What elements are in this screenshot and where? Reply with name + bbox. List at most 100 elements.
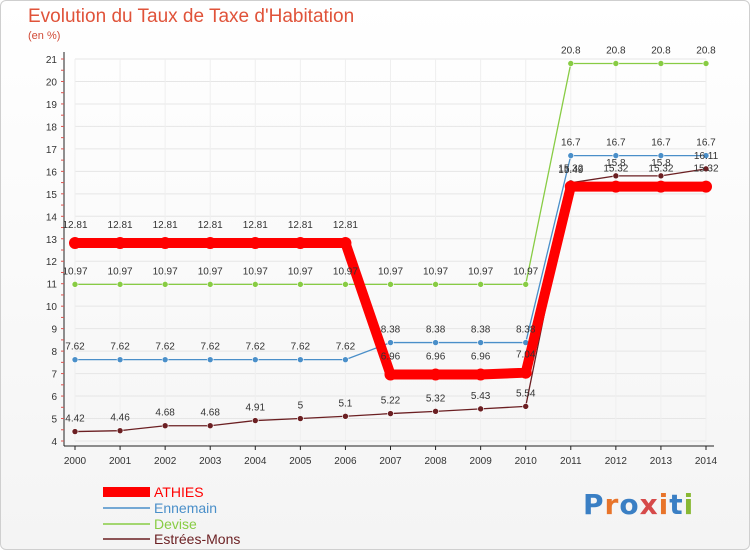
data-point (339, 237, 352, 250)
y-tick-label: 11 (47, 280, 58, 291)
x-tick-label: 2008 (424, 456, 447, 467)
data-label: 15.32 (603, 164, 628, 175)
data-point (522, 403, 530, 410)
x-tick-label: 2012 (605, 456, 628, 467)
data-point (114, 237, 127, 250)
data-label: 7.62 (246, 342, 266, 353)
data-label: 7.62 (200, 342, 220, 353)
data-label: 20.8 (651, 45, 671, 56)
data-point (612, 152, 620, 159)
data-label: 5.43 (471, 391, 491, 402)
y-tick-label: 16 (46, 167, 58, 178)
data-point (116, 281, 124, 288)
data-point (161, 422, 169, 430)
data-point (297, 281, 304, 288)
data-label: 5 (298, 401, 304, 412)
data-point (609, 180, 622, 193)
data-label: 12.81 (198, 220, 223, 231)
data-label: 10.97 (243, 266, 268, 277)
data-point (567, 60, 575, 67)
data-label: 16.11 (694, 151, 719, 162)
y-tick-label: 6 (51, 392, 57, 403)
data-point (702, 60, 710, 67)
y-tick-label: 10 (46, 302, 58, 313)
data-point (161, 356, 169, 363)
data-label: 10.97 (513, 266, 538, 277)
data-label: 15.8 (606, 158, 626, 169)
data-point (564, 180, 577, 193)
data-label: 6.96 (471, 351, 491, 362)
data-label: 12.81 (333, 220, 358, 231)
data-label: 10.97 (198, 266, 223, 277)
data-label: 5.54 (516, 388, 536, 399)
y-tick-label: 14 (46, 212, 58, 223)
data-point (69, 237, 81, 250)
data-point (71, 281, 79, 288)
data-label: 4.42 (65, 414, 85, 425)
data-point (702, 152, 710, 159)
data-label: 6.96 (381, 351, 401, 362)
data-label: 4.46 (110, 413, 130, 424)
data-point (294, 237, 307, 250)
data-point (342, 412, 349, 420)
data-point (342, 356, 349, 363)
data-label: 6.96 (426, 351, 446, 362)
data-point (249, 237, 262, 250)
y-tick-label: 12 (46, 257, 58, 268)
x-tick-label: 2006 (334, 456, 357, 467)
x-tick-label: 2005 (289, 456, 312, 467)
data-point (251, 417, 259, 424)
data-point (654, 180, 667, 193)
x-tick-label: 2001 (109, 456, 132, 467)
data-label: 7.62 (336, 342, 356, 353)
data-point (612, 172, 620, 180)
x-tick-label: 2009 (470, 456, 493, 467)
data-label: 4.68 (200, 408, 220, 419)
data-label: 8.38 (516, 325, 536, 336)
data-point (432, 339, 439, 346)
data-label: 7.62 (155, 342, 175, 353)
data-point (71, 356, 79, 363)
data-label: 15.32 (558, 164, 583, 175)
data-label: 4.91 (246, 403, 266, 414)
data-point (206, 356, 214, 363)
legend-label: Estrées-Mons (154, 531, 240, 547)
data-label: 10.97 (468, 266, 493, 277)
data-point (161, 281, 169, 288)
data-label: 8.38 (471, 325, 491, 336)
data-point (159, 237, 172, 250)
legend-label: ATHIES (154, 484, 204, 500)
y-tick-label: 7 (51, 370, 57, 381)
y-tick-label: 19 (46, 100, 58, 111)
data-label: 12.81 (108, 220, 133, 231)
proxiti-logo: Proxiti (583, 488, 695, 521)
data-point (387, 281, 394, 288)
data-point (297, 356, 304, 363)
data-label: 20.8 (696, 45, 716, 56)
chart-subtitle: (en %) (28, 30, 61, 42)
y-tick-label: 5 (51, 415, 57, 426)
data-label: 15.49 (558, 165, 583, 176)
data-label: 7.62 (110, 342, 130, 353)
chart-title: Evolution du Taux de Taxe d'Habitation (28, 6, 355, 27)
y-tick-label: 20 (46, 77, 58, 88)
data-point (384, 368, 397, 381)
data-label: 10.97 (108, 266, 133, 277)
x-tick-label: 2003 (199, 456, 222, 467)
legend-label: Ennemain (154, 500, 217, 516)
y-tick-label: 18 (46, 122, 58, 133)
data-label: 4.68 (155, 408, 175, 419)
data-label: 16.7 (561, 138, 581, 149)
data-point (297, 415, 304, 422)
x-tick-label: 2014 (695, 456, 718, 467)
data-label: 8.38 (426, 325, 446, 336)
data-label: 10.97 (333, 266, 358, 277)
data-point (251, 281, 259, 288)
data-label: 7.04 (516, 350, 536, 361)
data-point (387, 410, 394, 417)
y-tick-label: 17 (46, 145, 58, 156)
data-point (522, 281, 530, 288)
data-point (206, 281, 214, 288)
data-point (567, 152, 575, 159)
